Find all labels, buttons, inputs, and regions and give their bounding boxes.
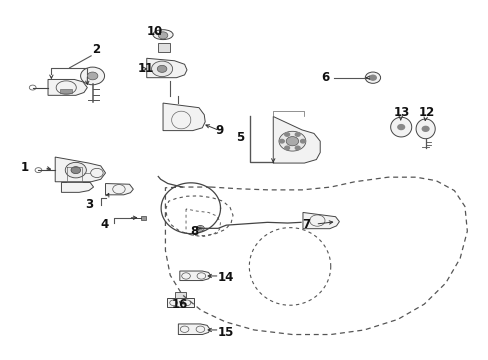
Text: 13: 13 [393, 107, 409, 120]
Circle shape [81, 67, 104, 85]
Circle shape [284, 133, 289, 136]
Circle shape [196, 225, 204, 231]
Text: 5: 5 [236, 131, 244, 144]
Circle shape [65, 162, 86, 178]
Circle shape [198, 227, 202, 230]
Circle shape [422, 126, 428, 131]
Polygon shape [390, 117, 411, 137]
Circle shape [300, 139, 305, 143]
Polygon shape [55, 157, 105, 182]
Text: 11: 11 [138, 62, 154, 75]
Polygon shape [105, 184, 133, 195]
Text: 8: 8 [190, 225, 198, 238]
Polygon shape [146, 58, 186, 78]
Polygon shape [178, 324, 209, 334]
Text: 7: 7 [302, 217, 309, 231]
Circle shape [295, 133, 300, 136]
Text: 14: 14 [218, 270, 234, 284]
Circle shape [87, 72, 98, 80]
Polygon shape [175, 292, 185, 298]
Circle shape [365, 72, 380, 83]
Polygon shape [158, 43, 170, 52]
Circle shape [285, 136, 298, 146]
Text: 3: 3 [85, 198, 93, 211]
Circle shape [284, 146, 289, 150]
Polygon shape [61, 183, 93, 192]
Polygon shape [273, 117, 320, 163]
Polygon shape [303, 212, 339, 229]
Polygon shape [140, 216, 146, 220]
Text: 9: 9 [215, 124, 224, 137]
Circle shape [157, 66, 166, 72]
Circle shape [158, 32, 167, 39]
Text: 12: 12 [418, 107, 434, 120]
Circle shape [279, 131, 305, 151]
Polygon shape [180, 271, 210, 280]
Text: 6: 6 [321, 71, 329, 84]
Polygon shape [48, 80, 87, 95]
Circle shape [397, 125, 404, 130]
Bar [60, 89, 72, 93]
Text: 15: 15 [218, 326, 234, 339]
Circle shape [151, 61, 172, 77]
Text: 10: 10 [146, 25, 162, 38]
Circle shape [369, 75, 376, 80]
Circle shape [295, 146, 300, 150]
Text: 4: 4 [101, 217, 109, 231]
Ellipse shape [153, 30, 173, 40]
Text: 1: 1 [20, 161, 29, 174]
Circle shape [71, 167, 81, 174]
Circle shape [279, 139, 284, 143]
Text: 2: 2 [92, 43, 100, 56]
Polygon shape [166, 298, 194, 307]
Polygon shape [415, 119, 434, 139]
Polygon shape [163, 103, 205, 131]
Text: 16: 16 [171, 298, 187, 311]
